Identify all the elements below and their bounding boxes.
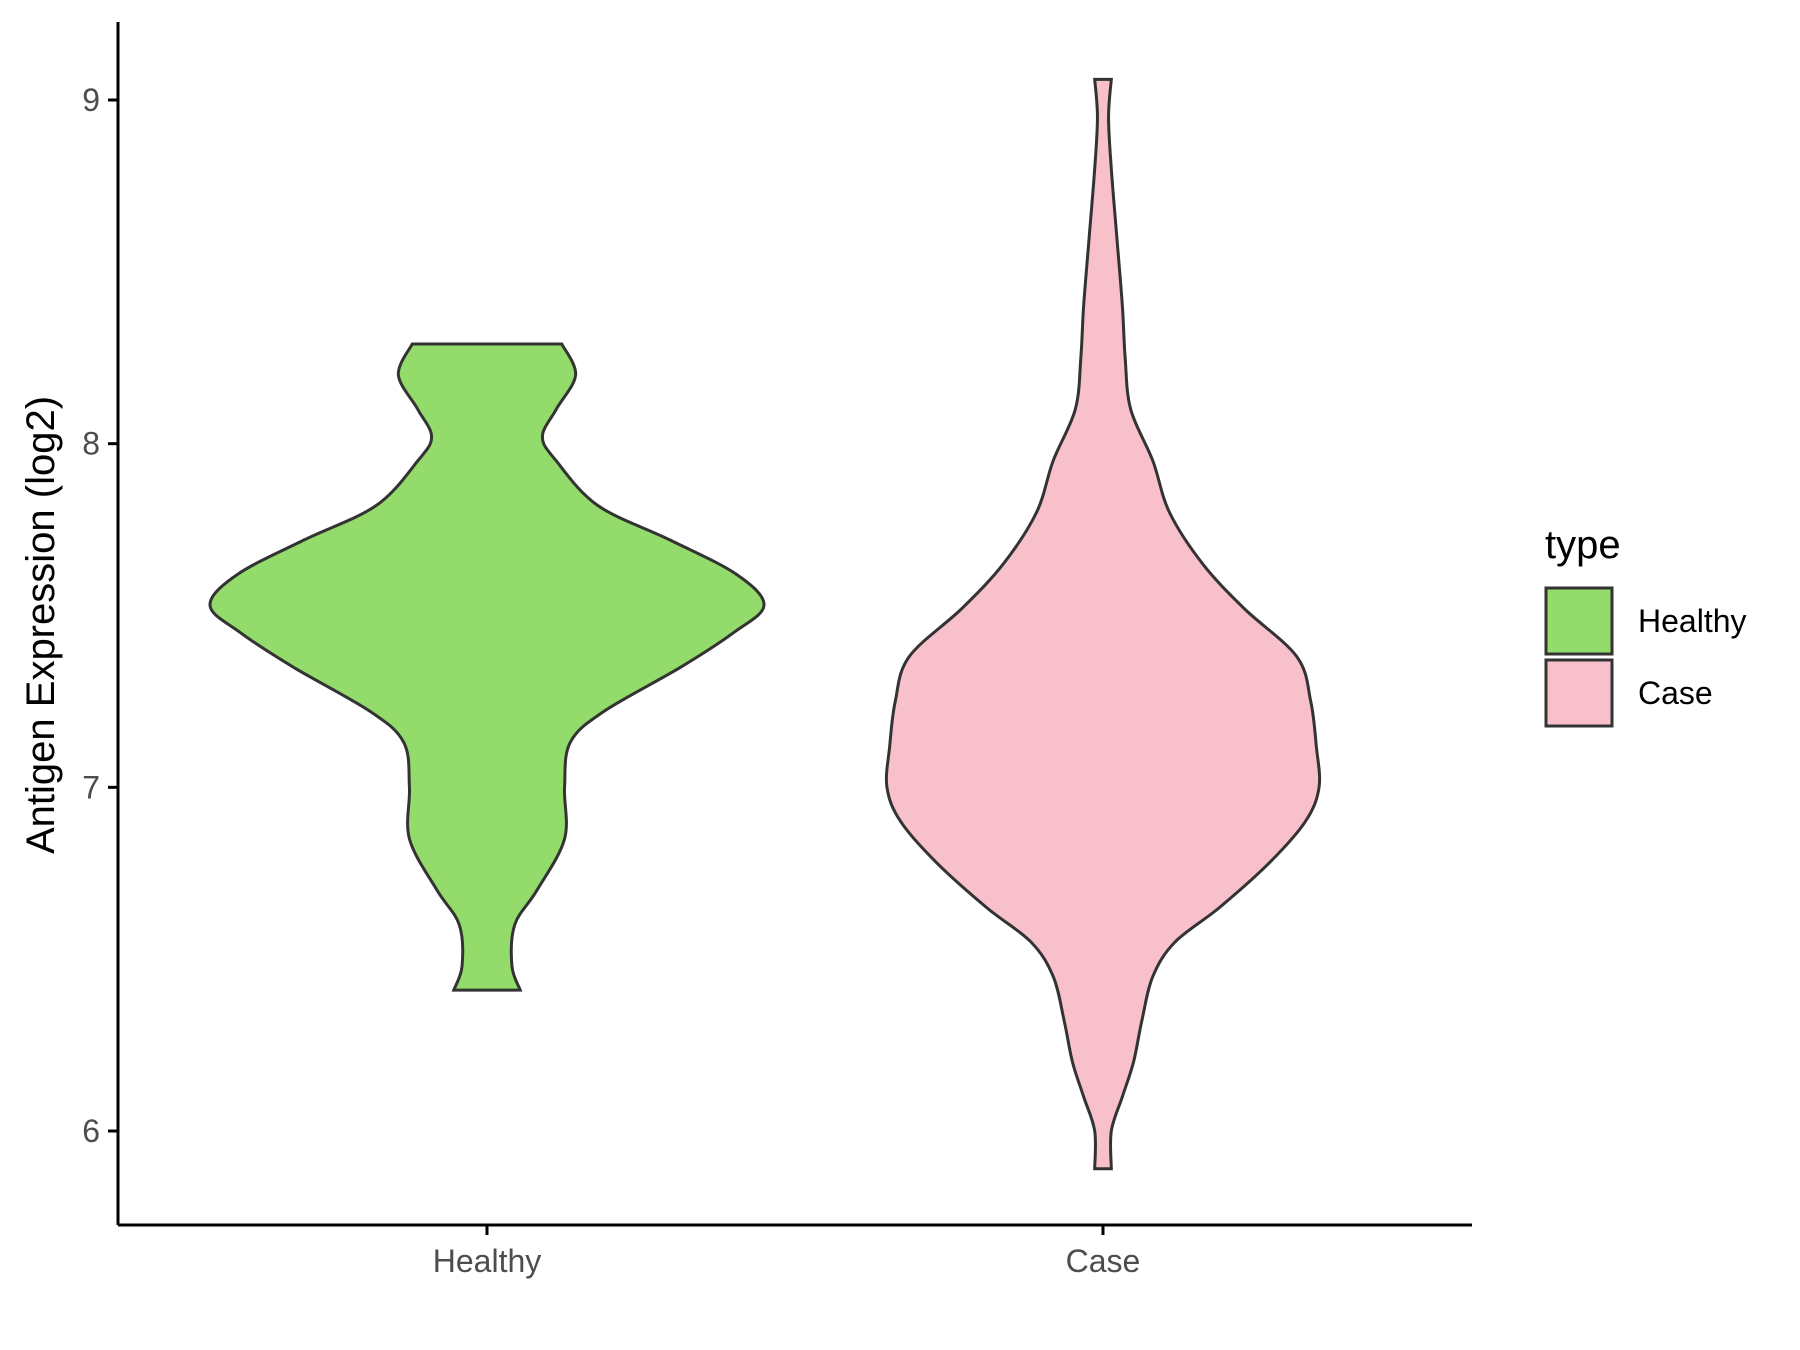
x-tick-label-healthy: Healthy [433, 1243, 542, 1279]
violin-case [884, 77, 1322, 1171]
y-axis-title: Antigen Expression (log2) [19, 396, 63, 854]
x-tick-label-case: Case [1066, 1243, 1141, 1279]
legend: type Healthy Case [1544, 523, 1747, 728]
legend-key-healthy [1544, 586, 1614, 656]
y-tick-label-8: 8 [82, 426, 100, 462]
legend-label-case: Case [1638, 675, 1713, 711]
y-tick-label-7: 7 [82, 769, 100, 805]
axes-layer: 6 7 8 9 Healthy Case Antigen Expression (log2) [19, 22, 1472, 1279]
legend-label-healthy: Healthy [1638, 603, 1747, 639]
legend-title: type [1545, 523, 1621, 567]
y-tick-label-9: 9 [82, 82, 100, 118]
y-tick-label-6: 6 [82, 1113, 100, 1149]
legend-key-case [1544, 658, 1614, 728]
violin-healthy [208, 342, 766, 992]
violins-layer [208, 77, 1322, 1171]
